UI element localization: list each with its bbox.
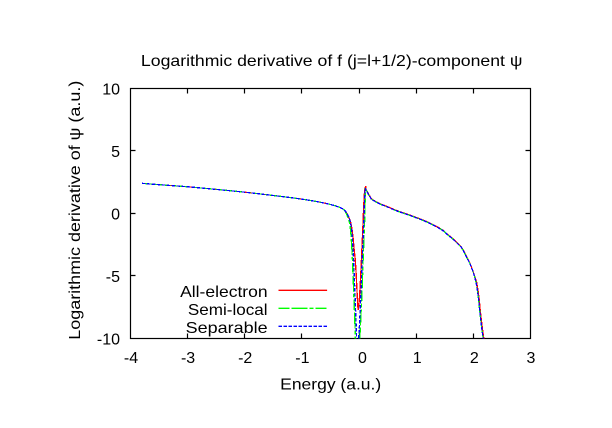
svg-text:0: 0 [358, 350, 367, 367]
svg-text:-2: -2 [238, 350, 252, 367]
svg-text:-4: -4 [124, 350, 138, 367]
svg-text:Semi-local: Semi-local [188, 302, 268, 319]
svg-text:-10: -10 [97, 332, 120, 349]
svg-text:All-electron: All-electron [180, 284, 268, 301]
svg-text:3: 3 [527, 350, 536, 367]
svg-text:-5: -5 [106, 269, 120, 286]
svg-text:1: 1 [413, 350, 422, 367]
svg-text:Energy (a.u.): Energy (a.u.) [280, 377, 381, 394]
svg-text:Logarithmic derivative of f (j: Logarithmic derivative of f (j=l+1/2)-co… [141, 53, 523, 70]
svg-text:-1: -1 [295, 350, 309, 367]
svg-text:0: 0 [111, 207, 120, 224]
svg-text:-3: -3 [181, 350, 195, 367]
svg-text:2: 2 [470, 350, 479, 367]
svg-text:Logarithmic derivative of ψ (a: Logarithmic derivative of ψ (a.u.) [67, 81, 84, 340]
svg-text:10: 10 [102, 82, 120, 99]
svg-text:5: 5 [111, 144, 120, 161]
svg-text:Separable: Separable [186, 320, 268, 337]
